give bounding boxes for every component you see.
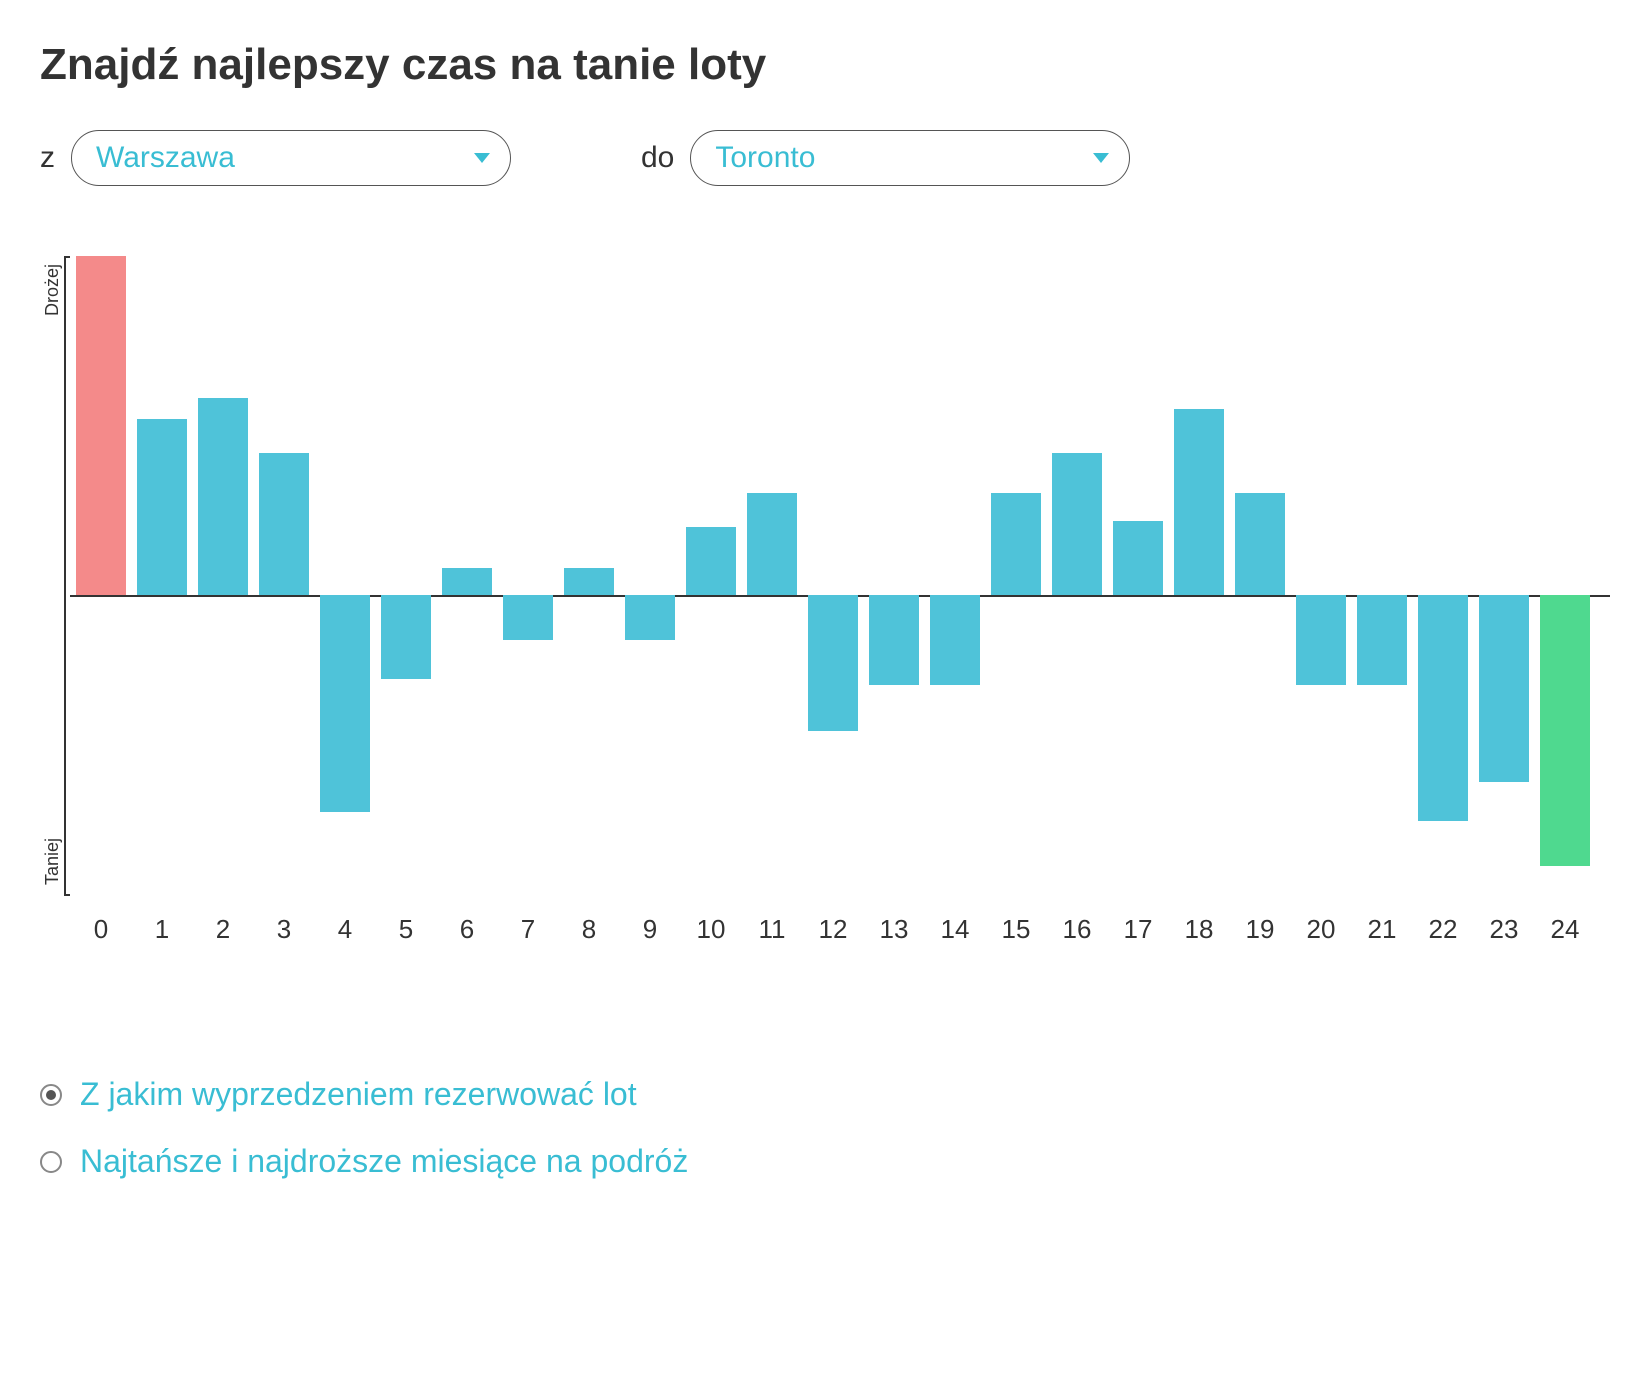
x-axis-label: 17 (1124, 914, 1153, 945)
x-axis-label: 9 (643, 914, 657, 945)
page-title: Znajdź najlepszy czas na tanie loty (40, 40, 1600, 90)
bar[interactable] (869, 595, 919, 685)
from-value: Warszawa (96, 141, 235, 174)
radio-icon (40, 1084, 62, 1106)
x-axis-label: 3 (277, 914, 291, 945)
bar[interactable] (808, 595, 858, 730)
bar[interactable] (930, 595, 980, 685)
x-axis-label: 16 (1063, 914, 1092, 945)
x-axis-label: 2 (216, 914, 230, 945)
view-option[interactable]: Z jakim wyprzedzeniem rezerwować lot (40, 1076, 1600, 1113)
x-axis-label: 0 (94, 914, 108, 945)
bar[interactable] (747, 493, 797, 595)
from-label: z (40, 141, 55, 175)
x-axis-label: 21 (1368, 914, 1397, 945)
x-axis-label: 19 (1246, 914, 1275, 945)
x-axis-label: 1 (155, 914, 169, 945)
x-axis-label: 14 (941, 914, 970, 945)
x-axis-label: 23 (1490, 914, 1519, 945)
x-axis-label: 15 (1002, 914, 1031, 945)
x-axis-label: 10 (697, 914, 726, 945)
x-axis-label: 24 (1551, 914, 1580, 945)
x-axis-label: 22 (1429, 914, 1458, 945)
bar[interactable] (1296, 595, 1346, 685)
bar[interactable] (1174, 409, 1224, 596)
to-value: Toronto (715, 141, 815, 174)
bar[interactable] (1357, 595, 1407, 685)
y-axis-bottom-label: Taniej (42, 838, 63, 885)
bars-container (70, 256, 1610, 896)
view-option-label: Z jakim wyprzedzeniem rezerwować lot (80, 1076, 637, 1113)
chart-area: 0123456789101112131415161718192021222324 (70, 256, 1610, 896)
to-label: do (641, 141, 674, 175)
bar[interactable] (1052, 453, 1102, 595)
chevron-down-icon (1093, 153, 1109, 163)
x-axis-label: 13 (880, 914, 909, 945)
bar[interactable] (625, 595, 675, 640)
x-axis-label: 5 (399, 914, 413, 945)
bar[interactable] (1418, 595, 1468, 821)
to-select[interactable]: Toronto (690, 130, 1130, 186)
x-axis-label: 18 (1185, 914, 1214, 945)
x-axis-label: 8 (582, 914, 596, 945)
bar[interactable] (1235, 493, 1285, 595)
bar[interactable] (1540, 595, 1590, 866)
route-selectors: z Warszawa do Toronto (40, 130, 1600, 186)
y-axis-top-label: Drożej (42, 264, 63, 316)
chevron-down-icon (474, 153, 490, 163)
bar[interactable] (1479, 595, 1529, 781)
x-axis-label: 7 (521, 914, 535, 945)
bar[interactable] (381, 595, 431, 679)
view-options: Z jakim wyprzedzeniem rezerwować lot Najt… (40, 1076, 1600, 1180)
radio-icon (40, 1151, 62, 1173)
x-axis-label: 20 (1307, 914, 1336, 945)
view-option[interactable]: Najtańsze i najdroższe miesiące na podró… (40, 1143, 1600, 1180)
bar[interactable] (686, 527, 736, 595)
view-option-label: Najtańsze i najdroższe miesiące na podró… (80, 1143, 688, 1180)
from-select[interactable]: Warszawa (71, 130, 511, 186)
bar[interactable] (259, 453, 309, 595)
x-axis-label: 4 (338, 914, 352, 945)
bar[interactable] (1113, 521, 1163, 596)
x-axis-label: 12 (819, 914, 848, 945)
bar[interactable] (991, 493, 1041, 595)
bar[interactable] (564, 568, 614, 595)
bar[interactable] (76, 256, 126, 595)
x-axis-label: 11 (759, 914, 786, 945)
bar[interactable] (137, 419, 187, 595)
x-axis-labels: 0123456789101112131415161718192021222324 (70, 914, 1610, 954)
bar[interactable] (442, 568, 492, 595)
bar[interactable] (320, 595, 370, 812)
price-chart: Drożej Taniej 01234567891011121314151617… (70, 256, 1600, 896)
bar[interactable] (198, 398, 248, 595)
bar[interactable] (503, 595, 553, 640)
x-axis-label: 6 (460, 914, 474, 945)
